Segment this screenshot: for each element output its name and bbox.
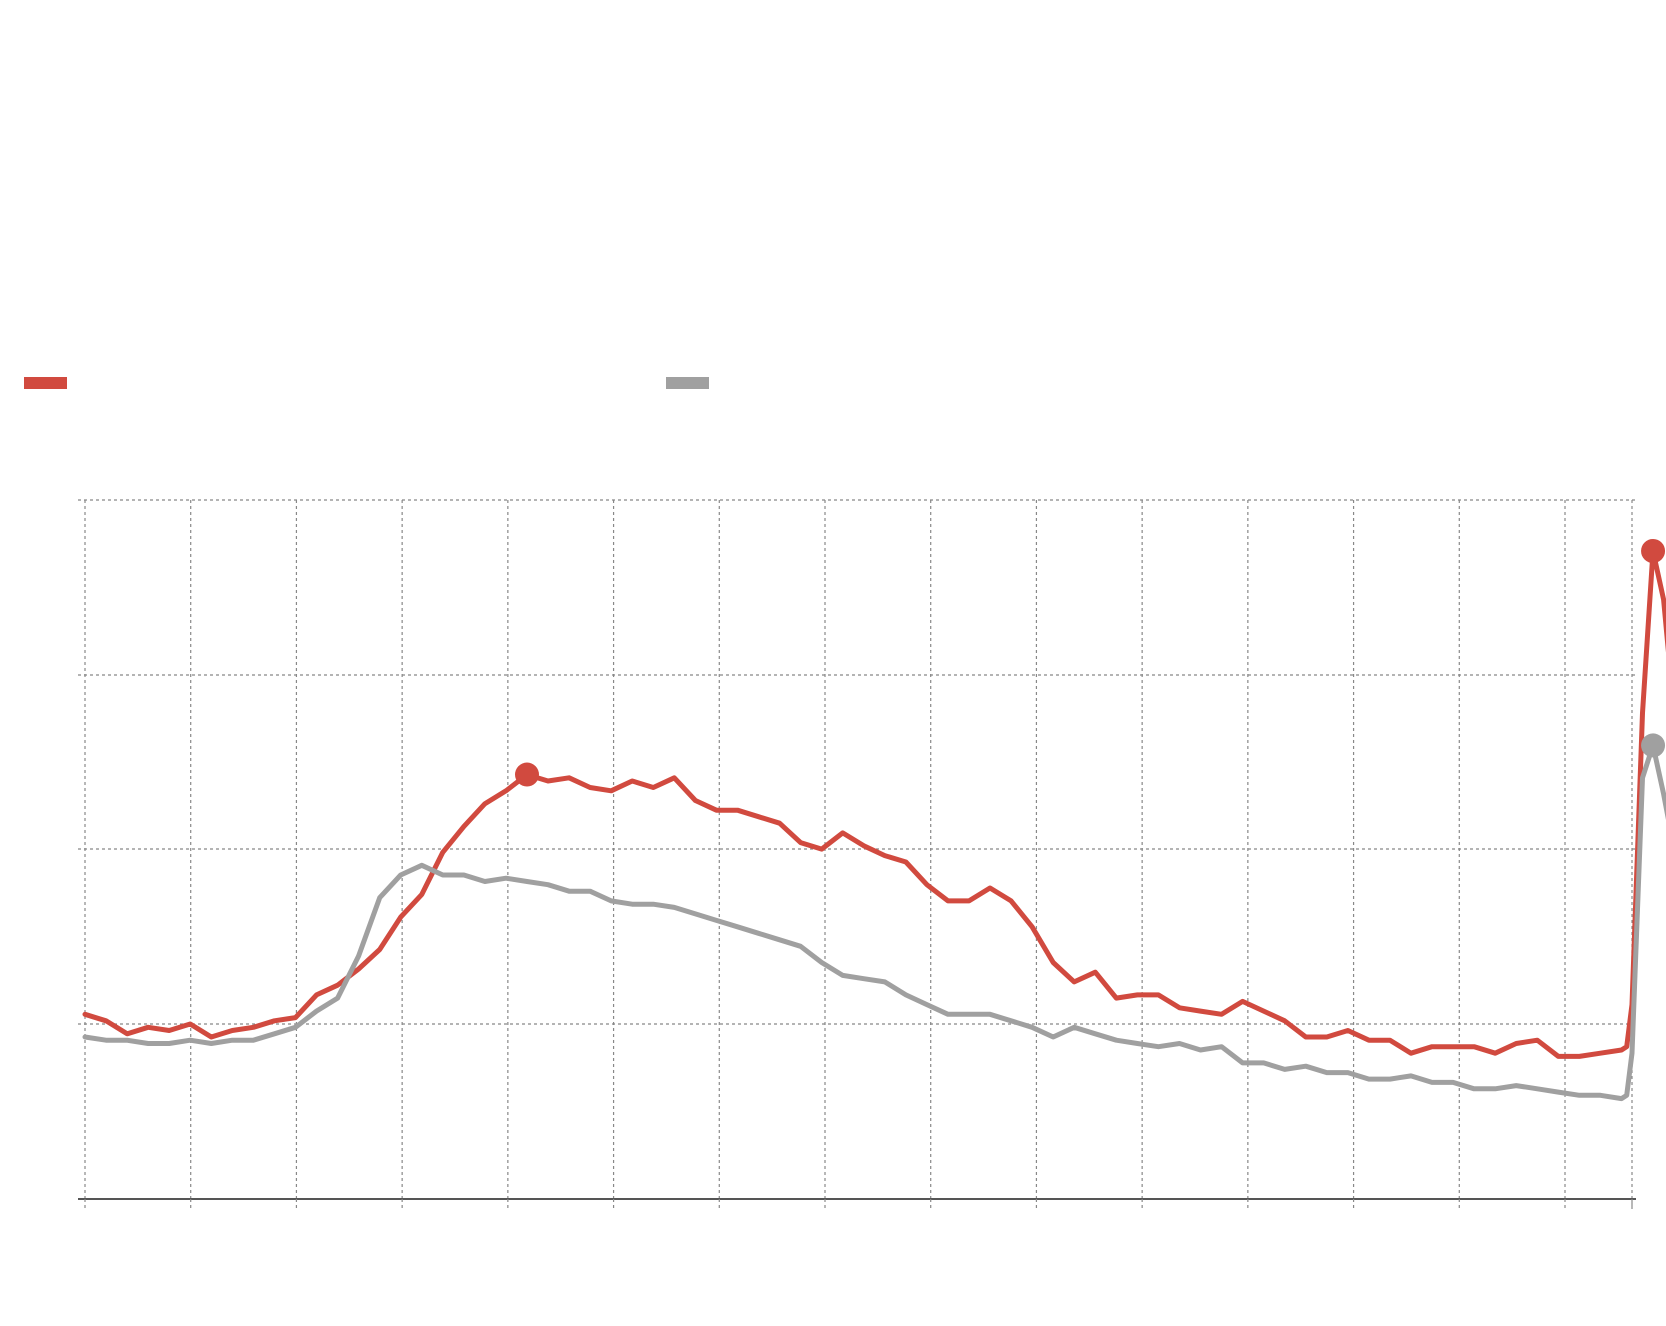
series-line-2 bbox=[82, 742, 1666, 1102]
legend bbox=[24, 377, 709, 389]
legend-entry-series-2 bbox=[666, 377, 709, 389]
series-layer bbox=[82, 539, 1666, 1102]
legend-entry-series-1 bbox=[24, 377, 67, 389]
series-2-peak-point bbox=[1641, 733, 1666, 758]
series-1-first-peak-point bbox=[515, 762, 539, 787]
legend-swatch-series-2 bbox=[666, 377, 709, 389]
x-axis-ticks bbox=[84, 1199, 1633, 1209]
gridlines bbox=[78, 499, 1636, 1199]
series-line-1 bbox=[82, 548, 1666, 1059]
legend-swatch-series-1 bbox=[24, 377, 67, 389]
series-1-peak-point bbox=[1641, 539, 1666, 563]
plot-area bbox=[78, 499, 1666, 1209]
